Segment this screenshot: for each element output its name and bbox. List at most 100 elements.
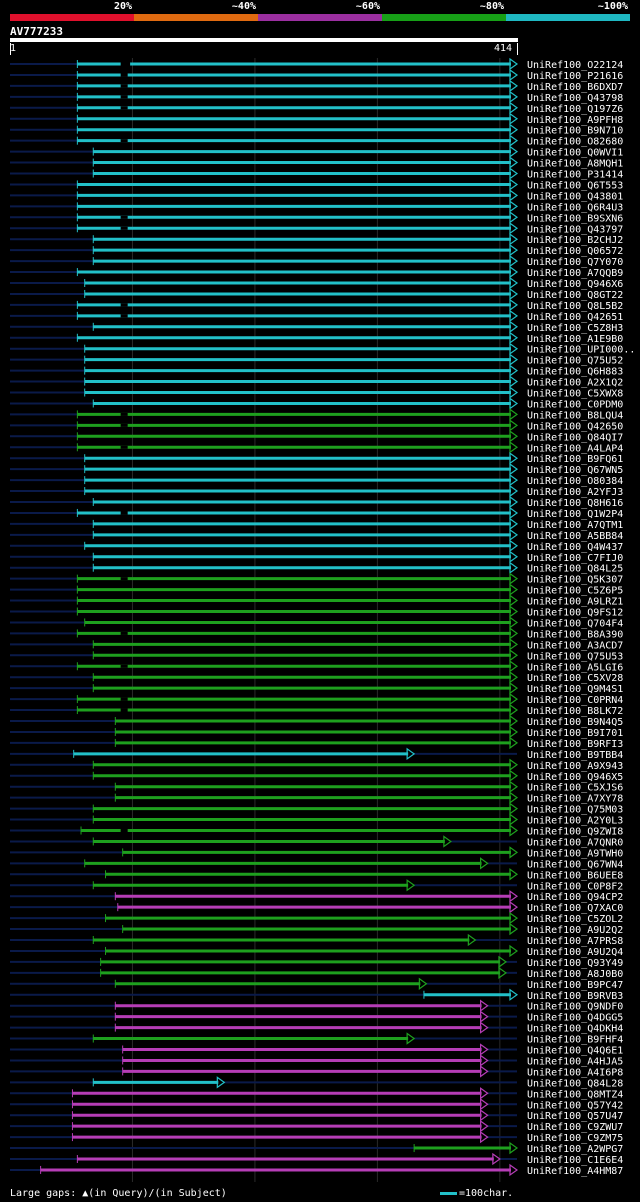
hit-label: UniRef100_Q94CP2 <box>527 892 623 903</box>
hit-arrow-icon <box>509 681 519 695</box>
footer-scale: =100char. <box>440 1188 513 1199</box>
hit-arrow-icon <box>509 594 519 607</box>
hit-arrow-icon <box>509 342 519 355</box>
hit-label: UniRef100_Q06572 <box>527 246 623 257</box>
hit-label: UniRef100_Q6T553 <box>527 180 623 191</box>
hit-label: UniRef100_A9U2Q4 <box>527 947 623 958</box>
hit-label: UniRef100_C5ZOL2 <box>527 914 623 925</box>
hit-label: UniRef100_C5Z8H3 <box>527 323 623 334</box>
hit-arrow-icon <box>480 1010 489 1023</box>
hit-arrow-icon <box>509 605 519 618</box>
hit-label: UniRef100_Q75U53 <box>527 651 623 662</box>
hit-arrow-icon <box>509 364 519 377</box>
legend-segment <box>506 14 630 21</box>
hit-label: UniRef100_Q43801 <box>527 191 623 202</box>
hit-arrow-icon <box>480 1130 489 1144</box>
hit-label: UniRef100_A2X1Q2 <box>527 378 623 389</box>
hit-label: UniRef100_C0P8F2 <box>527 881 623 892</box>
hit-arrow-icon <box>509 211 519 224</box>
footer-gaps-legend: Large gaps: ▲(in Query)/(in Subject) <box>10 1188 227 1199</box>
hit-label: UniRef100_Q75U52 <box>527 356 623 367</box>
hit-label: UniRef100_Q6H883 <box>527 367 623 378</box>
hit-arrow-icon <box>509 802 519 815</box>
hit-label: UniRef100_Q93Y49 <box>527 958 623 969</box>
hit-label: UniRef100_Q57Y42 <box>527 1100 623 1111</box>
hit-arrow-icon <box>509 222 519 235</box>
hit-arrow-icon <box>509 156 519 169</box>
hit-label: UniRef100_A7XY78 <box>527 794 623 805</box>
hit-arrow-icon <box>509 386 519 399</box>
hit-label: UniRef100_P31414 <box>527 170 623 181</box>
hit-arrow-icon <box>509 572 519 585</box>
hit-arrow-icon <box>509 900 519 914</box>
hit-arrow-icon <box>480 1054 489 1067</box>
hit-arrow-icon <box>480 1087 489 1100</box>
subject-gap-label: (in Subject) <box>154 1188 227 1199</box>
hit-label: UniRef100_A4LAP4 <box>527 443 623 454</box>
hit-label: UniRef100_Q43798 <box>527 93 623 104</box>
hit-label: UniRef100_C5XV28 <box>527 673 623 684</box>
hit-label: UniRef100_Q704F4 <box>527 618 623 629</box>
hit-label: UniRef100_Q0WVI1 <box>527 148 623 159</box>
hit-label: UniRef100_A3ACD7 <box>527 640 623 651</box>
legend-label: 20% <box>113 1 132 12</box>
hit-arrow-icon <box>509 616 519 629</box>
hit-arrow-icon <box>509 90 519 104</box>
query-gap-label: (in Query)/ <box>88 1188 155 1199</box>
hit-label: UniRef100_Q42650 <box>527 421 623 432</box>
hit-label: UniRef100_B9RFI3 <box>527 739 623 750</box>
hit-label: UniRef100_C5Z6P5 <box>527 586 623 597</box>
hit-label: UniRef100_C9ZM75 <box>527 1133 623 1144</box>
hit-arrow-icon <box>509 725 519 739</box>
hit-label: UniRef100_Q1W2P4 <box>527 509 623 520</box>
hit-label: UniRef100_A9U2Q2 <box>527 925 623 936</box>
hit-label: UniRef100_B9SXN6 <box>527 213 623 224</box>
hit-arrow-icon <box>509 484 519 498</box>
hit-arrow-icon <box>509 79 519 93</box>
legend-segment <box>258 14 382 21</box>
query-title: AV777233 <box>10 25 63 38</box>
hit-arrow-icon <box>216 1076 226 1089</box>
hit-label: UniRef100_Q8GT22 <box>527 290 623 301</box>
hit-label: UniRef100_O22124 <box>527 60 623 71</box>
hit-label: UniRef100_B9I701 <box>527 728 623 739</box>
legend-label: ~40% <box>231 1 256 12</box>
hit-arrow-icon <box>498 966 508 980</box>
query-ruler <box>10 38 518 42</box>
hit-arrow-icon <box>509 134 519 147</box>
hit-arrow-icon <box>509 287 519 301</box>
hit-arrow-icon <box>509 452 519 465</box>
hit-label: UniRef100_Q4Q6E1 <box>527 1046 623 1057</box>
hit-label: UniRef100_A7QTM1 <box>527 520 623 531</box>
hit-arrow-icon <box>509 890 519 903</box>
hit-label: UniRef100_A2WPG7 <box>527 1144 623 1155</box>
hit-arrow-icon <box>509 265 519 279</box>
hit-arrow-icon <box>406 879 416 892</box>
hit-arrow-icon <box>509 846 519 859</box>
hit-label: UniRef100_Q67WN4 <box>527 859 623 870</box>
hit-label: UniRef100_Q7XAC0 <box>527 903 623 914</box>
hit-arrow-icon <box>509 988 519 1001</box>
hit-label: UniRef100_B2CHJ2 <box>527 235 623 246</box>
hit-arrow-icon <box>509 769 519 782</box>
hit-label: UniRef100_O80384 <box>527 476 623 487</box>
hit-arrow-icon <box>509 517 519 531</box>
hit-label: UniRef100_Q84L28 <box>527 1078 623 1089</box>
hit-label: UniRef100_C0PDM0 <box>527 399 623 410</box>
hit-arrow-icon <box>480 1109 489 1122</box>
legend-label: ~100% <box>597 1 628 12</box>
hit-label: UniRef100_Q4W437 <box>527 542 623 553</box>
hit-arrow-icon <box>509 375 519 388</box>
hit-arrow-icon <box>509 276 519 290</box>
hit-label: UniRef100_Q9FS12 <box>527 608 623 619</box>
hit-arrow-icon <box>509 638 519 651</box>
hit-label: UniRef100_B8LK72 <box>527 706 623 717</box>
hit-arrow-icon <box>480 857 489 870</box>
hit-label: UniRef100_A4I6P8 <box>527 1067 623 1078</box>
hit-arrow-icon <box>467 933 477 947</box>
hit-arrow-icon <box>480 1119 489 1133</box>
hit-label: UniRef100_Q84QI7 <box>527 432 623 443</box>
hit-label: UniRef100_A9PFH8 <box>527 115 623 126</box>
hit-label: UniRef100_A9TWH0 <box>527 848 623 859</box>
hit-label: UniRef100_B9N4Q5 <box>527 717 623 728</box>
